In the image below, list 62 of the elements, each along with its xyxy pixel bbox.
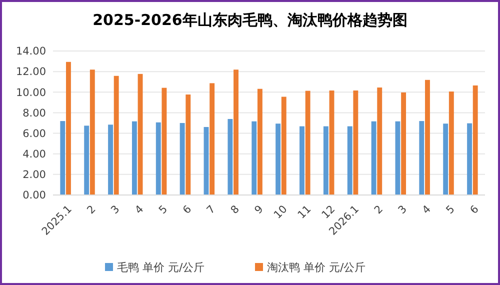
bar [156,122,161,195]
x-tick-label: 4 [420,203,434,216]
x-tick-label: 2 [372,203,386,216]
bar [90,70,95,195]
y-tick-label: 14.00 [16,46,46,58]
y-tick-label: 12.00 [16,66,46,78]
x-tick-label: 6 [468,203,482,216]
x-tick-label: 8 [228,203,242,216]
legend-label: 淘汰鸭 单价 元/公斤 [267,261,366,274]
x-tick-label: 9 [252,203,266,216]
bar [419,121,424,195]
bar [347,126,352,195]
x-tick-label: 2 [85,203,98,216]
x-tick-label: 11 [296,203,314,222]
bar [204,127,209,195]
x-tick-label: 10 [272,203,290,222]
y-tick-label: 0.00 [22,190,46,202]
x-tick-label: 3 [396,203,410,216]
bar [395,121,400,195]
y-tick-label: 6.00 [22,128,46,140]
bar [329,90,334,195]
bar [276,124,281,195]
bar [257,88,262,195]
bar [210,83,215,195]
bar [162,88,167,195]
legend-label: 毛鸭 单价 元/公斤 [117,261,205,274]
x-tick-label: 6 [180,203,194,216]
bar [371,121,376,195]
bar [443,124,448,195]
bar [281,96,286,195]
bar [401,92,406,195]
x-tick-label: 5 [444,203,458,216]
bar [114,76,119,195]
x-tick-label: 3 [108,203,122,216]
bar [66,62,71,195]
bar [60,121,66,195]
bar [448,92,454,195]
bar [138,74,143,195]
y-tick-label: 10.00 [16,86,46,99]
bar [84,126,90,195]
x-tick-label: 4 [132,203,146,216]
bar [300,126,304,195]
bar [353,90,358,195]
bar [323,126,328,195]
chart-title: 2025-2026年山东肉毛鸭、淘汰鸭价格趋势图 [92,11,408,29]
bar [186,94,191,195]
y-tick-label: 8.00 [22,107,46,120]
bar [252,121,257,195]
bar [180,123,185,195]
bar [425,80,430,195]
bar [234,70,238,195]
bar [132,121,137,195]
y-tick-label: 2.00 [22,169,46,182]
bar [377,88,382,195]
x-tick-label: 5 [156,203,170,216]
y-tick-label: 4.00 [22,148,46,161]
bar [305,90,310,195]
bar [472,85,478,195]
x-tick-label: 7 [204,203,218,216]
bar [467,123,472,195]
bar [228,118,233,195]
bar [108,124,113,195]
